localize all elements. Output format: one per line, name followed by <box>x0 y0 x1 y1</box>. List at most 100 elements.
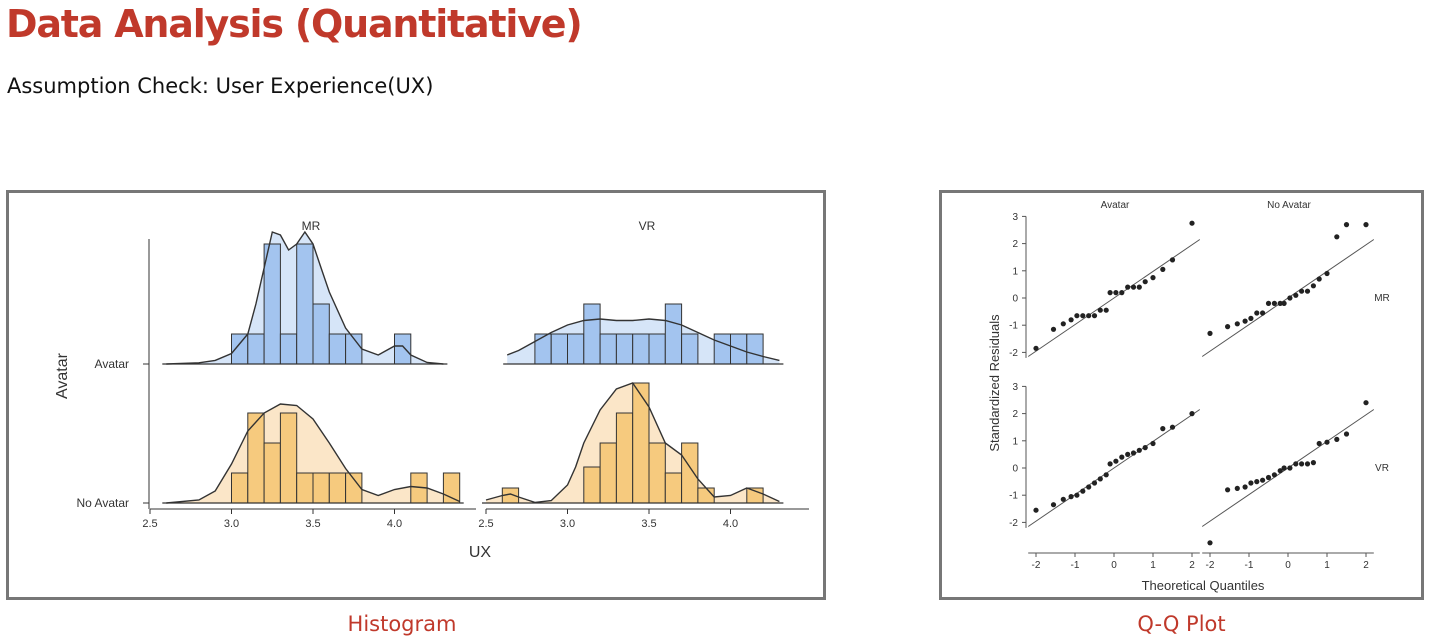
y-tick-label: -1 <box>1009 491 1018 502</box>
qq-point <box>1091 480 1098 486</box>
qq-point <box>1080 313 1086 319</box>
qq-point <box>1160 266 1166 272</box>
qq-point <box>1265 474 1272 481</box>
histogram-bar <box>697 487 715 504</box>
histogram-bar <box>247 412 265 504</box>
x-tick-label: 1 <box>1150 560 1156 571</box>
histogram-bar <box>263 442 281 504</box>
qq-point <box>1142 279 1148 285</box>
x-tick-label: 2.5 <box>142 518 157 530</box>
qq-point <box>1160 426 1166 432</box>
qq-point <box>1248 480 1254 486</box>
qq-point <box>1033 507 1039 513</box>
qq-point <box>1060 496 1066 502</box>
qq-point <box>1225 487 1231 493</box>
x-tick-label: 0 <box>1285 560 1291 571</box>
histogram-bar <box>632 382 650 504</box>
histogram-bar <box>345 472 363 504</box>
histogram-caption: Histogram <box>347 612 457 636</box>
density-curve <box>166 230 444 365</box>
facet-label-vr: VR <box>639 219 656 233</box>
qq-point <box>1304 461 1311 467</box>
qq-point <box>1107 461 1113 467</box>
x-tick-label: 4.0 <box>723 518 738 530</box>
qq-point <box>1130 284 1137 290</box>
y-tick-label: 0 <box>1012 294 1018 305</box>
qq-point <box>1281 300 1287 306</box>
qq-point <box>1107 290 1113 296</box>
facet-label-mr: MR <box>1374 293 1390 304</box>
panel-avatar-vr <box>503 303 784 365</box>
x-tick-label: 3.0 <box>224 518 239 530</box>
qq-point <box>1316 276 1322 282</box>
page-title: Data Analysis (Quantitative) <box>6 2 583 46</box>
qq-point <box>1234 485 1240 491</box>
y-tick-label: -2 <box>1009 518 1018 529</box>
qq-point <box>1050 502 1057 508</box>
x-tick-label: 3.5 <box>305 518 320 530</box>
page-subtitle: Assumption Check: User Experience(UX) <box>7 74 434 98</box>
qq-point <box>1343 431 1350 437</box>
qq-panel-avatar-vr <box>1027 409 1201 527</box>
qq-point <box>1207 540 1213 546</box>
histogram-bar <box>583 466 601 504</box>
histogram-bar <box>279 412 298 504</box>
x-tick-label: -1 <box>1245 560 1254 571</box>
y-tick-label: 0 <box>1012 464 1018 475</box>
qq-point <box>1316 440 1322 447</box>
facet-label-mr: MR <box>302 219 321 233</box>
x-tick-label: 3.0 <box>560 518 575 530</box>
qq-point <box>1299 461 1305 467</box>
qq-point <box>1119 290 1125 296</box>
y-axis-title: Standardized Residuals <box>987 314 1002 452</box>
qq-point <box>1125 284 1131 290</box>
qq-point <box>1254 310 1260 316</box>
facet-label-avatar: Avatar <box>1101 200 1130 211</box>
histogram-bar <box>599 333 617 365</box>
histogram-bar <box>312 472 330 504</box>
panel-avatar-mr <box>162 230 448 365</box>
qq-point <box>1060 321 1066 327</box>
qq-point <box>1150 440 1156 447</box>
qq-point <box>1299 288 1305 294</box>
histogram-bar <box>615 412 634 504</box>
qq-point <box>1125 451 1131 457</box>
qq-point <box>1310 283 1316 289</box>
histogram-bar <box>681 442 699 504</box>
qq-point <box>1234 321 1240 327</box>
histogram-bar <box>247 333 265 365</box>
histogram-bar <box>648 442 666 504</box>
qq-point <box>1103 472 1109 478</box>
qq-point <box>1363 222 1369 228</box>
qq-point <box>1265 300 1272 306</box>
histogram-bar <box>328 333 347 365</box>
x-axis-title: UX <box>469 544 492 561</box>
qq-point <box>1293 292 1299 298</box>
qq-point <box>1097 476 1103 482</box>
qq-point <box>1287 295 1293 301</box>
y-tick-label: 2 <box>1012 409 1018 420</box>
qq-point <box>1068 317 1074 323</box>
histogram-bar <box>567 333 585 365</box>
y-tick-label: -2 <box>1009 348 1018 359</box>
x-tick-label: 0 <box>1111 560 1117 571</box>
qq-point <box>1248 315 1254 321</box>
histogram-bar <box>746 487 764 504</box>
qq-panel-avatar-mr <box>1027 220 1201 357</box>
histogram-bar <box>648 333 666 365</box>
y-tick-label: 3 <box>1012 382 1018 393</box>
qq-point <box>1074 313 1080 319</box>
x-axis-title: Theoretical Quantiles <box>1142 578 1265 593</box>
histogram-bar <box>681 333 699 365</box>
histogram-bar <box>599 442 617 504</box>
histogram-bar <box>263 243 281 365</box>
qq-point <box>1080 488 1086 494</box>
qq-point <box>1136 447 1142 453</box>
histogram-bar <box>312 303 330 365</box>
histogram-figure: Avatar No Avatar Avatar MR VR 2.5 3.0 3.5 4.0 2.5… <box>6 190 826 600</box>
qq-plot-caption: Q-Q Plot <box>1137 612 1226 636</box>
qq-point <box>1103 307 1109 313</box>
qq-point <box>1242 318 1248 324</box>
qq-panel-no-avatar-vr <box>1201 400 1375 546</box>
y-tick-label: 1 <box>1012 266 1018 277</box>
